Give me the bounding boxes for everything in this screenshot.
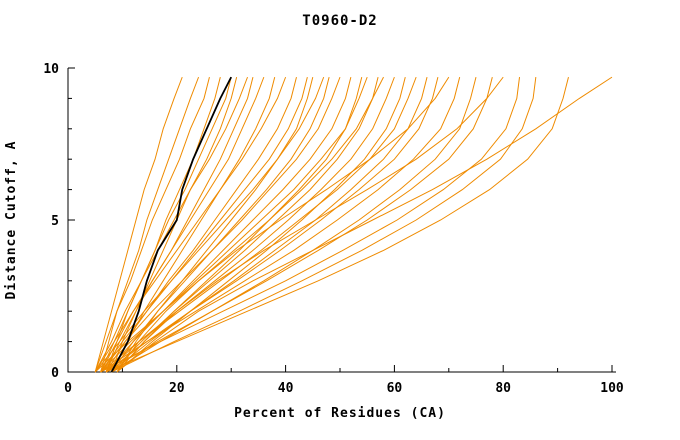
model-curve xyxy=(94,76,210,373)
y-tick-label: 10 xyxy=(43,62,59,77)
model-curve xyxy=(94,76,183,373)
model-curve xyxy=(100,76,368,373)
highlight-curve xyxy=(110,76,233,373)
chart-title: T0960-D2 xyxy=(302,13,377,29)
model-curve xyxy=(116,76,406,373)
x-tick-label: 80 xyxy=(495,381,511,396)
model-curve xyxy=(94,76,384,373)
model-curve xyxy=(100,76,341,373)
model-curve xyxy=(100,76,417,373)
x-tick-label: 0 xyxy=(64,381,72,396)
axes-group: 0 20 40 60 80 100 0 5 10 xyxy=(43,62,624,396)
model-curve xyxy=(116,76,613,373)
model-curve xyxy=(94,76,248,373)
model-curve xyxy=(111,77,537,373)
series-group xyxy=(94,76,613,373)
model-curve xyxy=(94,76,287,373)
model-curve xyxy=(105,76,395,373)
model-curve xyxy=(116,76,450,373)
model-curve xyxy=(116,76,314,373)
model-curve xyxy=(100,76,308,373)
y-tick-label: 5 xyxy=(51,214,59,229)
model-curve xyxy=(105,76,569,373)
axis-lines xyxy=(67,68,616,373)
model-curve xyxy=(105,76,352,373)
model-curve xyxy=(116,76,363,373)
model-curve xyxy=(100,76,200,373)
model-curve xyxy=(105,76,297,373)
model-curve xyxy=(111,76,276,373)
x-tick-label: 20 xyxy=(169,381,185,396)
x-tick-label: 60 xyxy=(387,381,403,396)
model-curve xyxy=(100,77,521,373)
model-curve xyxy=(105,76,493,373)
model-curve xyxy=(100,76,461,373)
x-axis-label: Percent of Residues (CA) xyxy=(234,406,446,421)
model-curve xyxy=(105,76,254,373)
model-curve xyxy=(116,76,504,373)
y-tick-label: 0 xyxy=(51,366,59,381)
model-curve xyxy=(105,76,221,373)
model-curve xyxy=(100,76,232,373)
model-curve xyxy=(105,76,439,373)
model-curve xyxy=(111,76,330,373)
x-tick-label: 100 xyxy=(600,381,624,396)
model-curve xyxy=(100,76,265,373)
x-tick-label: 40 xyxy=(278,381,294,396)
y-axis-label: Distance Cutoff, A xyxy=(4,141,19,300)
model-curve xyxy=(111,76,379,373)
